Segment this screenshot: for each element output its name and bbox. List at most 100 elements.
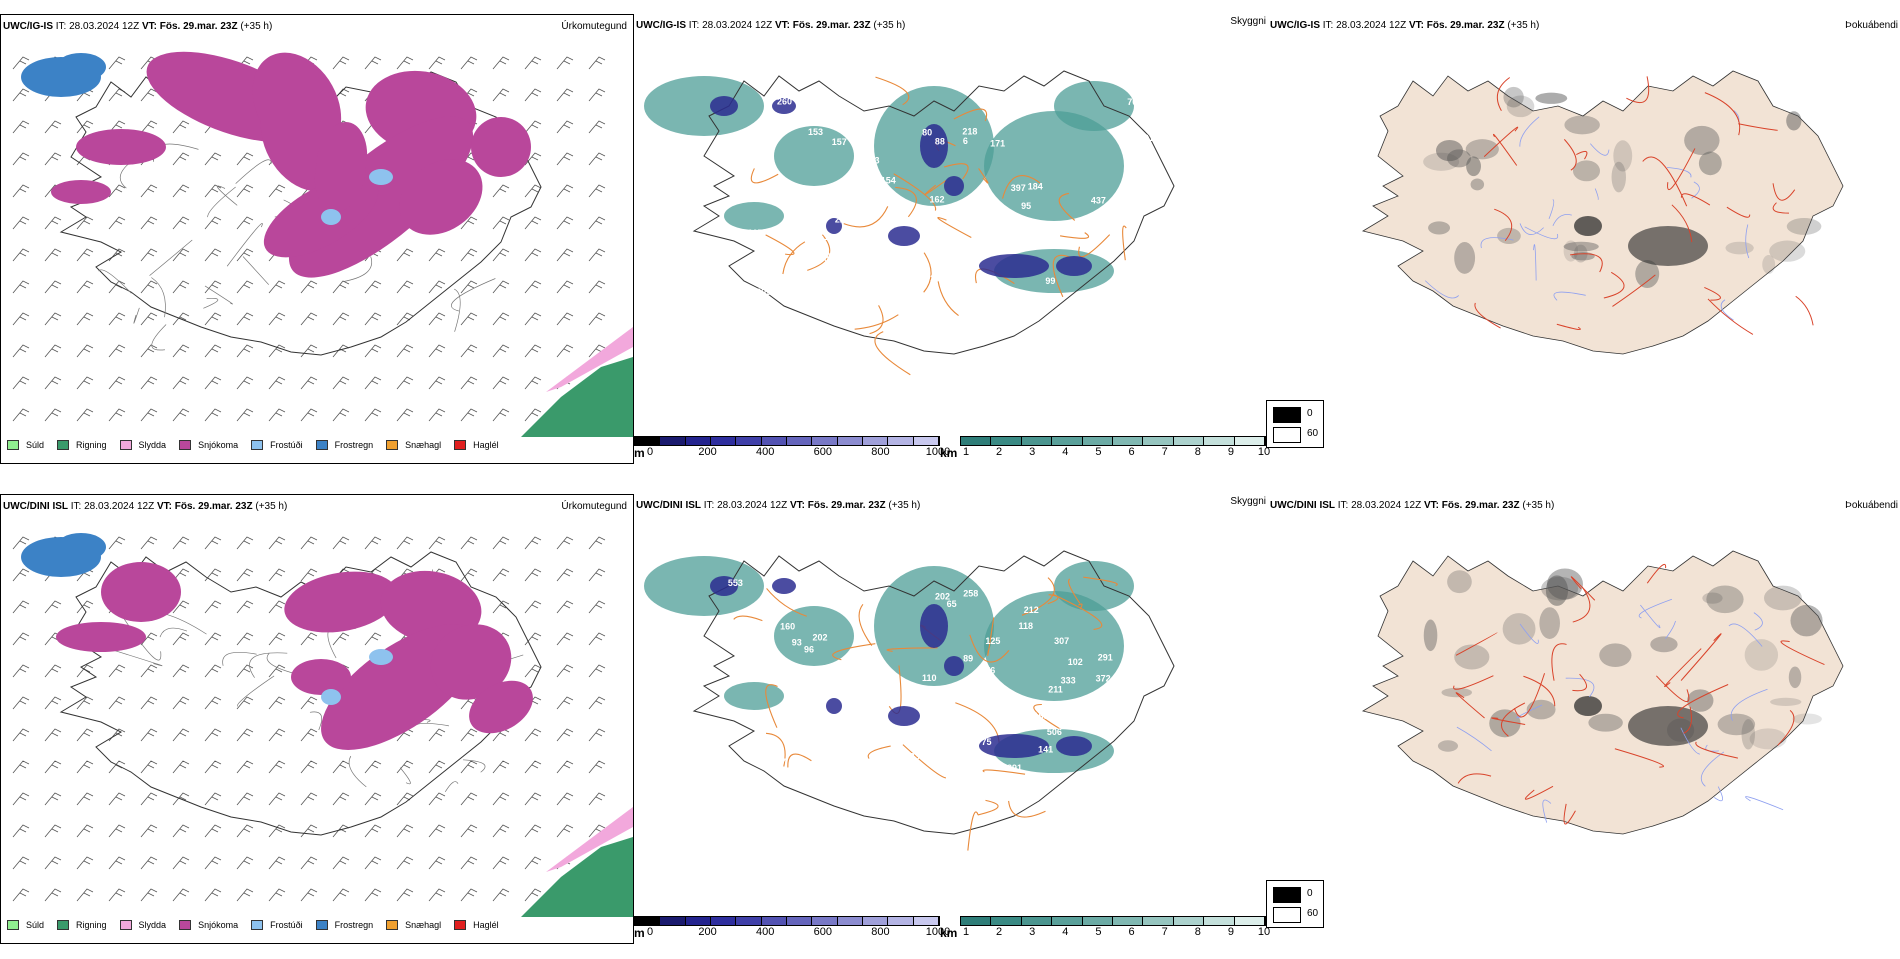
legend-label: Frostregn [334, 440, 374, 450]
wind-barb-icon [236, 792, 254, 806]
fog-patch [1535, 92, 1568, 104]
road-line [1646, 563, 1667, 584]
wind-barb-icon [428, 536, 446, 550]
wind-barb-icon [44, 824, 62, 838]
wind-barb-icon [396, 248, 414, 262]
visibility-title: Skyggni [1230, 16, 1266, 27]
wind-barb-icon [204, 728, 222, 742]
river-line [1456, 726, 1492, 752]
road-line [1068, 578, 1081, 604]
visibility-value-label: 89 [761, 140, 771, 150]
road-line [1078, 603, 1083, 610]
precip-type-title: Úrkomutegund [561, 21, 627, 32]
colorbar-tick-label: 5 [1095, 926, 1102, 938]
wind-barb-icon [588, 280, 606, 294]
wind-barb-icon [204, 184, 222, 198]
snowfall-area [399, 159, 483, 235]
wind-barb-icon [44, 152, 62, 166]
fog-patch [1539, 607, 1560, 640]
road-line [222, 651, 257, 666]
road-line [766, 588, 807, 617]
wind-barb-icon [364, 888, 382, 902]
legend-swatch [315, 920, 328, 930]
iceland-outline [692, 70, 1175, 355]
wind-barb-icon [492, 376, 510, 390]
river-lines [1456, 598, 1784, 823]
fog-patch [1786, 111, 1802, 131]
road-line [893, 173, 937, 211]
visibility-value-label: 115 [928, 242, 943, 252]
wind-barb-icon [44, 216, 62, 230]
wind-barb-icon [428, 248, 446, 262]
river-line [1745, 796, 1784, 811]
wind-barb-icon [172, 600, 190, 614]
wind-barb-icon [524, 856, 542, 870]
visibility-m-area [710, 576, 738, 596]
wind-barb-icon [108, 56, 126, 70]
colorbar-cell [1173, 437, 1205, 445]
wind-barb-icon [492, 888, 510, 902]
fog-patch [1423, 152, 1460, 171]
wind-barb-icon [44, 728, 62, 742]
road-line [1572, 586, 1591, 623]
wind-barb-icon [524, 600, 542, 614]
wind-barb-icon [76, 824, 94, 838]
wind-barb-icon [524, 376, 542, 390]
legend-label: Frostúði [270, 920, 303, 930]
visibility-km-area [644, 556, 764, 616]
wind-barb-icon [76, 280, 94, 294]
wind-barb-icon [12, 88, 30, 102]
road-line [1642, 156, 1688, 207]
wind-barb-icon [588, 792, 606, 806]
road-line [1777, 710, 1795, 746]
fog-patch [1749, 728, 1787, 750]
wind-barb-icon [396, 344, 414, 358]
iceland-land [1361, 550, 1844, 835]
visibility-value-label: 131 [802, 250, 817, 260]
fog-legend-bottom: 0 60 [1266, 880, 1324, 928]
road-line [309, 711, 323, 731]
fog-patch [1687, 689, 1714, 712]
road-line [1614, 748, 1664, 768]
it-value: 28.03.2024 12Z [1336, 20, 1407, 31]
wind-barb-icon [204, 312, 222, 326]
colorbar-tick-label: 2 [996, 926, 1003, 938]
wind-barb-icon [524, 760, 542, 774]
precip-type-map-frame: UWC/IG-IS IT: 28.03.2024 12Z VT: Fös. 29… [0, 14, 634, 464]
colorbar-cell [888, 437, 914, 445]
wind-barb-icon [364, 760, 382, 774]
road-line [1704, 286, 1721, 301]
wind-barb-icon [460, 344, 478, 358]
wind-barb-icon [460, 312, 478, 326]
visibility-value-label: 88 [935, 137, 945, 147]
fog-patch [1564, 115, 1600, 135]
visibility-value-label: 307 [1054, 636, 1069, 646]
wind-barb-icon [556, 56, 574, 70]
colorbar-tick-label: 10 [1257, 926, 1271, 938]
fog-legend-swatch [1273, 407, 1301, 423]
wind-barb-icon [492, 792, 510, 806]
visibility-value-label: 613 [1107, 282, 1122, 292]
fog-panel: UWC/DINI ISL IT: 28.03.2024 12Z VT: Fös.… [1268, 494, 1900, 959]
wind-barb-icon [44, 856, 62, 870]
legend-swatch [251, 440, 264, 450]
visibility-value-labels: 27 164 89 613 99 397 107 170 150 80 95 88 77 162 285 70… [711, 96, 1159, 296]
wind-barb-icon [492, 312, 510, 326]
wind-barb-icon [12, 696, 30, 710]
fog-legend-label: 60 [1307, 908, 1319, 919]
wind-barb-icon [140, 792, 158, 806]
wind-barb-icon [108, 120, 126, 134]
visibility-value-label: 118 [1018, 621, 1033, 631]
road-line [1671, 204, 1693, 243]
river-line [1720, 299, 1734, 321]
road-line [1626, 76, 1650, 103]
wind-barb-icon [556, 824, 574, 838]
visibility-value-label: 141 [1038, 744, 1053, 754]
road-line [1795, 295, 1814, 326]
colorbar-cell [660, 917, 686, 925]
wind-barb-icon [172, 248, 190, 262]
visibility-value-label: 291 [1007, 763, 1022, 773]
legend-label: Súld [26, 920, 45, 930]
iceland-land [1361, 70, 1844, 355]
road-line [112, 649, 163, 667]
